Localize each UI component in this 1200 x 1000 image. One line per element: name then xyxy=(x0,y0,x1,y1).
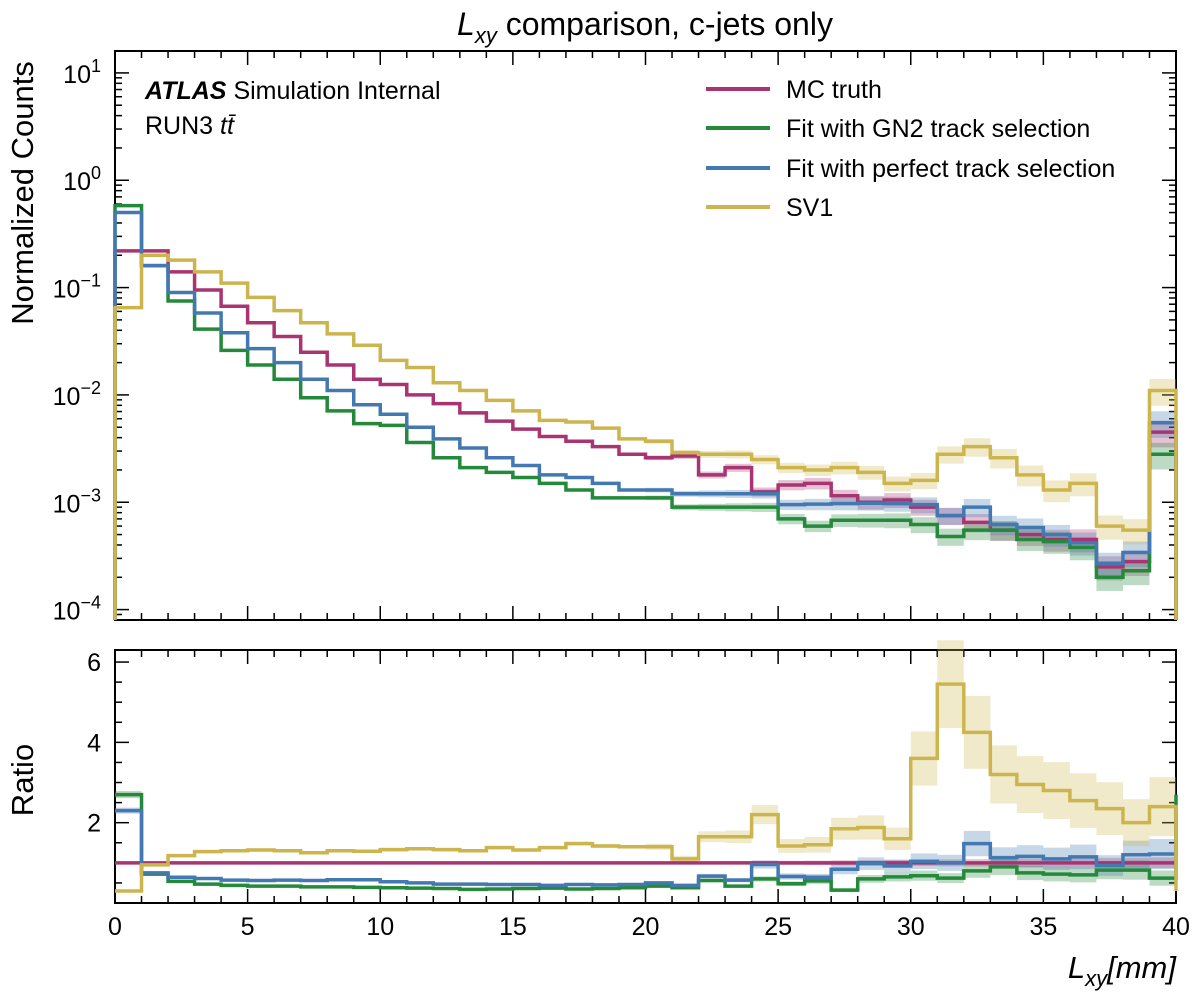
top-y-axis-label: Normalized Counts xyxy=(5,61,40,325)
series-line-3 xyxy=(113,253,1178,620)
chart-title: Lxy comparison, c-jets only xyxy=(457,6,833,48)
x-tick-label: 30 xyxy=(897,913,925,941)
legend-label-mc-truth: MC truth xyxy=(786,76,882,104)
y-tick-label: 100 xyxy=(63,163,101,196)
ratio-line-3 xyxy=(115,682,1178,893)
x-tick-label: 15 xyxy=(499,913,527,941)
x-tick-label: 40 xyxy=(1162,913,1190,941)
ratio-tick-label: 6 xyxy=(87,649,101,677)
y-tick-label: 10−1 xyxy=(53,271,101,304)
uncertainty-band xyxy=(1149,411,1176,438)
series-line-1 xyxy=(113,203,1178,620)
ratio-line-2 xyxy=(115,808,1178,888)
y-tick-label: 10−3 xyxy=(53,485,101,518)
legend-label-sv1: SV1 xyxy=(786,194,833,222)
y-tick-label: 101 xyxy=(63,56,101,89)
x-tick-label: 20 xyxy=(632,913,660,941)
ratio-tick-label: 2 xyxy=(87,810,101,838)
ratio-y-axis-label: Ratio xyxy=(5,744,40,816)
x-tick-label: 25 xyxy=(764,913,792,941)
ratio-tick-label: 4 xyxy=(87,729,101,757)
y-tick-label: 10−4 xyxy=(53,593,101,626)
sample-label: RUN3 tt̄ xyxy=(145,112,236,140)
x-tick-label: 35 xyxy=(1029,913,1057,941)
legend: MC truth Fit with GN2 track selection Fi… xyxy=(706,76,1115,222)
x-tick-label: 5 xyxy=(241,913,255,941)
uncertainty-band xyxy=(1149,442,1176,470)
x-tick-label: 0 xyxy=(108,913,122,941)
legend-label-gn2: Fit with GN2 track selection xyxy=(786,115,1090,143)
legend-label-perfect: Fit with perfect track selection xyxy=(786,155,1115,183)
ratio-line-1 xyxy=(115,792,1178,892)
series-line-2 xyxy=(113,210,1178,620)
atlas-label: ATLAS Simulation Internal xyxy=(144,77,441,105)
uncertainty-band xyxy=(1149,420,1176,448)
uncertainty-band xyxy=(1149,379,1176,406)
y-tick-label: 10−2 xyxy=(53,378,101,411)
x-axis-label: Lxy[mm] xyxy=(1068,950,1178,991)
x-tick-label: 10 xyxy=(366,913,394,941)
